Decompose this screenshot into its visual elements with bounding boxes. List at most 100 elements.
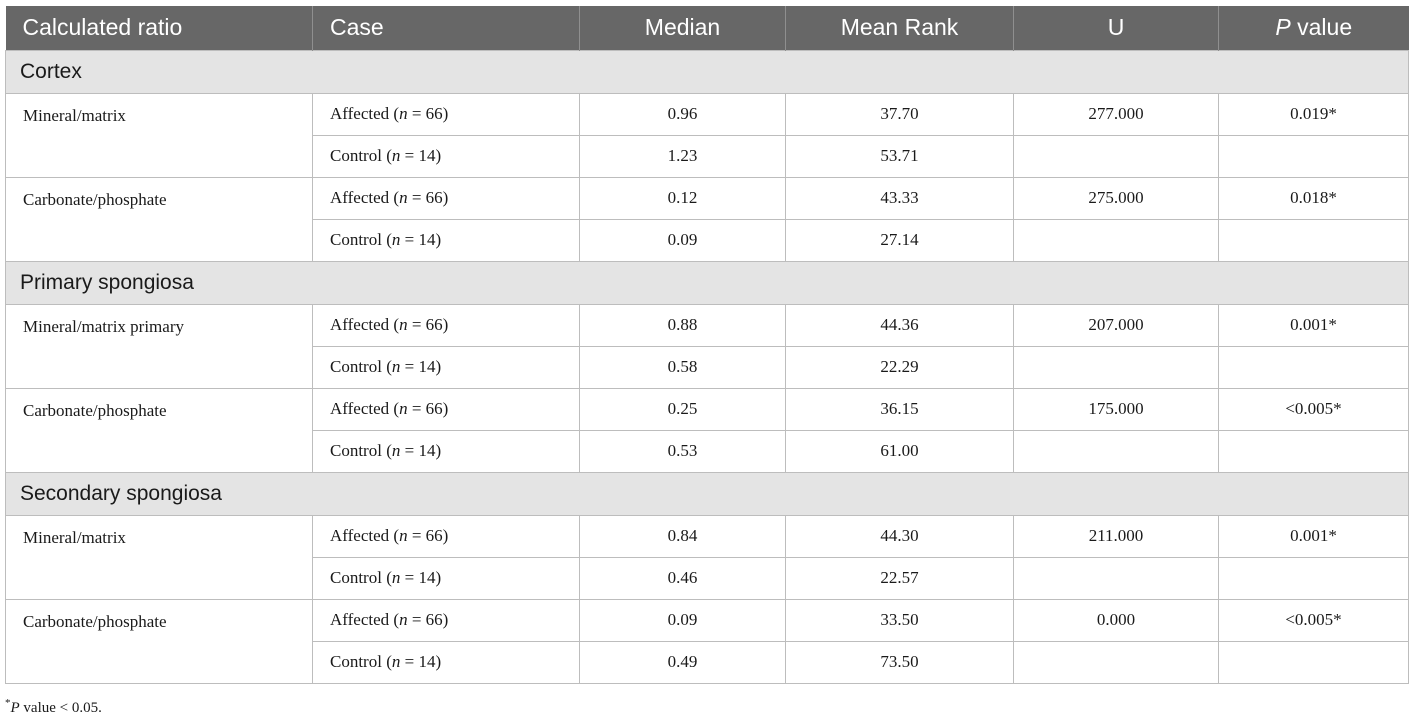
results-table: Calculated ratio Case Median Mean Rank U… — [5, 6, 1409, 684]
section-row: Cortex — [5, 49, 1409, 94]
p-value-cell: 0.001* — [1218, 303, 1409, 347]
case-n: n — [391, 146, 401, 165]
header-p-italic: P — [1275, 14, 1291, 41]
case-n: n — [391, 568, 401, 587]
p-value-cell — [1218, 218, 1409, 262]
case-prefix: Control ( — [330, 568, 392, 587]
ratio-label: Carbonate/phosphate — [5, 176, 313, 262]
case-cell: Control (n = 14) — [312, 134, 580, 178]
mean-rank-cell: 22.57 — [785, 556, 1014, 600]
median-cell: 0.58 — [579, 345, 786, 389]
case-n: n — [391, 357, 401, 376]
case-cell: Affected (n = 66) — [312, 514, 580, 558]
case-cell: Control (n = 14) — [312, 429, 580, 473]
results-table-container: Calculated ratio Case Median Mean Rank U… — [5, 6, 1409, 684]
median-cell: 0.12 — [579, 176, 786, 220]
table-row: Control (n = 14) 0.58 22.29 — [6, 345, 1409, 389]
median-cell: 0.25 — [579, 387, 786, 431]
p-value-cell — [1218, 429, 1409, 473]
u-cell: 0.000 — [1013, 598, 1219, 642]
p-value-cell: 0.018* — [1218, 176, 1409, 220]
median-cell: 1.23 — [579, 134, 786, 178]
median-cell: 0.09 — [579, 598, 786, 642]
median-cell: 0.84 — [579, 514, 786, 558]
median-cell: 0.88 — [579, 303, 786, 347]
case-prefix: Affected ( — [330, 610, 400, 629]
case-suffix: = 14) — [400, 357, 442, 376]
mean-rank-cell: 61.00 — [785, 429, 1014, 473]
case-n: n — [399, 315, 408, 334]
case-prefix: Control ( — [330, 652, 392, 671]
table-row: Control (n = 14) 0.49 73.50 — [6, 640, 1409, 684]
footnote-marker: * — [5, 697, 11, 709]
table-row: Control (n = 14) 1.23 53.71 — [6, 134, 1409, 178]
mean-rank-cell: 36.15 — [785, 387, 1014, 431]
section-title: Cortex — [5, 49, 1409, 94]
u-cell — [1013, 218, 1219, 262]
section-row: Secondary spongiosa — [5, 471, 1409, 516]
case-cell: Control (n = 14) — [312, 640, 580, 684]
u-cell: 277.000 — [1013, 92, 1219, 136]
mean-rank-cell: 43.33 — [785, 176, 1014, 220]
p-value-cell: <0.005* — [1218, 598, 1409, 642]
case-suffix: = 14) — [400, 568, 442, 587]
table-row: Carbonate/phosphate Affected (n = 66) 0.12… — [5, 176, 1409, 262]
footnote-p-italic: P — [10, 700, 20, 716]
u-cell — [1013, 640, 1219, 684]
footnote-text: value < 0.05. — [19, 700, 102, 716]
table-row: Carbonate/phosphate Affected (n = 66) 0.25… — [5, 387, 1409, 473]
u-cell: 207.000 — [1013, 303, 1219, 347]
median-cell: 0.53 — [579, 429, 786, 473]
case-prefix: Affected ( — [330, 315, 400, 334]
u-cell — [1013, 429, 1219, 473]
case-suffix: = 66) — [407, 526, 449, 545]
u-cell: 175.000 — [1013, 387, 1219, 431]
case-prefix: Control ( — [330, 230, 392, 249]
section-title: Primary spongiosa — [5, 260, 1409, 305]
case-cell: Control (n = 14) — [312, 218, 580, 262]
u-cell — [1013, 345, 1219, 389]
case-suffix: = 66) — [407, 104, 449, 123]
mean-rank-cell: 33.50 — [785, 598, 1014, 642]
case-prefix: Affected ( — [330, 399, 400, 418]
case-n: n — [391, 652, 401, 671]
mean-rank-cell: 44.36 — [785, 303, 1014, 347]
case-prefix: Control ( — [330, 357, 392, 376]
case-suffix: = 14) — [400, 146, 442, 165]
p-value-cell: 0.019* — [1218, 92, 1409, 136]
header-p-value: P value — [1219, 6, 1409, 50]
case-suffix: = 14) — [400, 652, 442, 671]
table-row: Control (n = 14) 0.46 22.57 — [6, 556, 1409, 600]
p-value-cell: 0.001* — [1218, 514, 1409, 558]
p-value-cell — [1218, 556, 1409, 600]
case-suffix: = 66) — [407, 188, 449, 207]
ratio-label: Mineral/matrix — [5, 514, 313, 600]
ratio-label: Carbonate/phosphate — [5, 387, 313, 473]
mean-rank-cell: 37.70 — [785, 92, 1014, 136]
section-row: Primary spongiosa — [5, 260, 1409, 305]
case-n: n — [399, 526, 408, 545]
mean-rank-cell: 27.14 — [785, 218, 1014, 262]
header-case: Case — [312, 6, 580, 50]
case-suffix: = 66) — [407, 610, 449, 629]
p-value-cell — [1218, 640, 1409, 684]
case-cell: Control (n = 14) — [312, 556, 580, 600]
u-cell: 211.000 — [1013, 514, 1219, 558]
case-n: n — [399, 610, 408, 629]
p-value-cell — [1218, 345, 1409, 389]
header-median: Median — [579, 6, 786, 50]
table-body: Cortex Mineral/matrix Affected (n = 66) 0.9… — [5, 49, 1409, 684]
median-cell: 0.96 — [579, 92, 786, 136]
table-row: Control (n = 14) 0.09 27.14 — [6, 218, 1409, 262]
table-row: Mineral/matrix Affected (n = 66) 0.84 44.30… — [5, 514, 1409, 600]
case-prefix: Control ( — [330, 146, 392, 165]
median-cell: 0.49 — [579, 640, 786, 684]
case-prefix: Affected ( — [330, 104, 400, 123]
case-suffix: = 66) — [407, 315, 449, 334]
case-n: n — [399, 399, 408, 418]
ratio-label: Mineral/matrix — [5, 92, 313, 178]
mean-rank-cell: 53.71 — [785, 134, 1014, 178]
case-cell: Affected (n = 66) — [312, 303, 580, 347]
p-value-cell — [1218, 134, 1409, 178]
mean-rank-cell: 44.30 — [785, 514, 1014, 558]
